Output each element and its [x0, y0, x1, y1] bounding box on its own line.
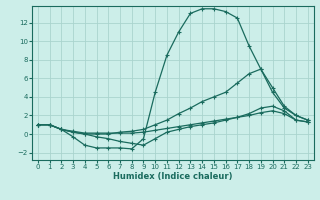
- X-axis label: Humidex (Indice chaleur): Humidex (Indice chaleur): [113, 172, 233, 181]
